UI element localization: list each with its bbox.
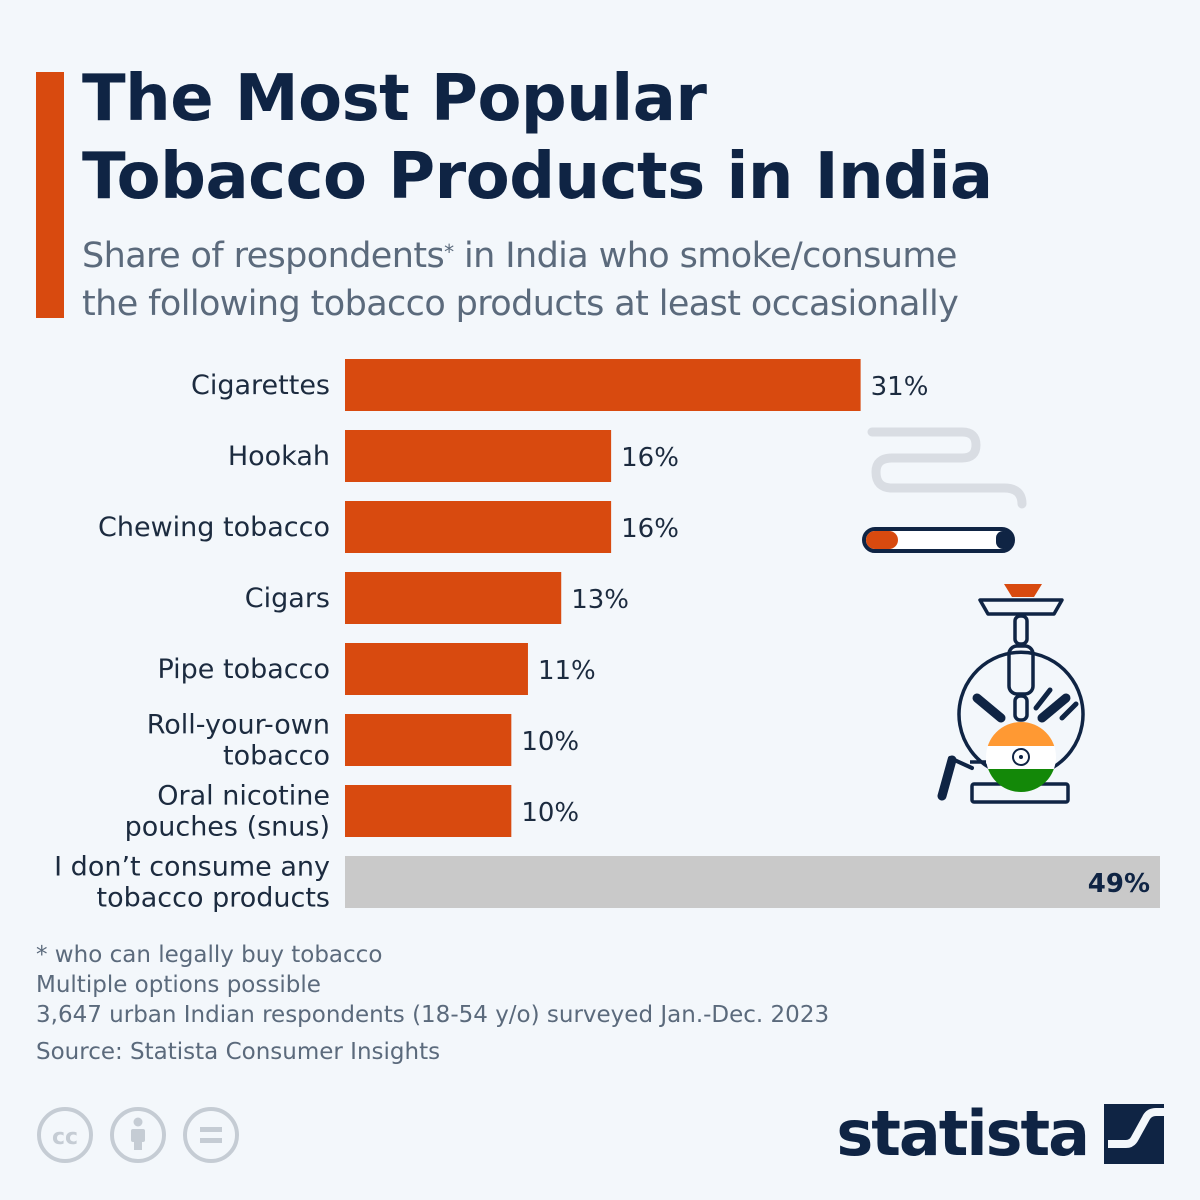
- value-label-3: 13%: [571, 585, 629, 615]
- category-label-5: Roll-your-own tobacco: [147, 710, 330, 772]
- bar-3: [345, 572, 562, 624]
- category-label-2: Chewing tobacco: [98, 512, 330, 543]
- value-label-2: 16%: [621, 514, 679, 544]
- statista-logo[interactable]: statista: [836, 1097, 1090, 1170]
- value-label-4: 11%: [538, 656, 596, 686]
- subtitle-line-2: the following tobacco products at least …: [82, 284, 959, 324]
- cc-icon[interactable]: cc: [37, 1107, 93, 1163]
- category-label-3: Cigars: [245, 583, 330, 614]
- bar-4: [345, 643, 528, 695]
- title-line-1: The Most Popular: [82, 62, 707, 136]
- bar-7: [345, 856, 1160, 908]
- category-label-4: Pipe tobacco: [157, 654, 330, 685]
- category-label-6: Oral nicotine pouches (snus): [125, 781, 330, 843]
- category-label-1: Hookah: [228, 441, 330, 472]
- bar-1: [345, 430, 612, 482]
- license-icons: cc: [37, 1107, 239, 1163]
- bar-5: [345, 714, 512, 766]
- title-line-2: Tobacco Products in India: [82, 140, 993, 214]
- svg-text:cc: cc: [52, 1125, 78, 1150]
- subtitle-part-2: in India who smoke/consume: [453, 236, 957, 276]
- bar-6: [345, 785, 512, 837]
- value-label-5: 10%: [521, 727, 579, 757]
- bar-2: [345, 501, 612, 553]
- hookah-illustration-icon: [937, 584, 1085, 804]
- chart-subtitle: Share of respondents* in India who smoke…: [82, 232, 1172, 328]
- category-label-0: Cigarettes: [191, 370, 330, 401]
- title-accent-bar: [36, 72, 64, 318]
- bar-0: [345, 359, 861, 411]
- bars-group: 31% Cigarettes 16% Hookah 16% Chewing tobacco…: [54, 359, 1160, 914]
- cigarette-illustration-icon: [862, 427, 1027, 553]
- attribution-icon[interactable]: [110, 1107, 166, 1163]
- note-respondents: 3,647 urban Indian respondents (18-54 y/…: [36, 1002, 830, 1028]
- chart-notes: * who can legally buy tobacco Multiple o…: [36, 940, 829, 1030]
- note-multiple: Multiple options possible: [36, 972, 321, 998]
- category-label-7: I don’t consume any tobacco products: [54, 852, 330, 914]
- source-note: Source: Statista Consumer Insights: [36, 1039, 441, 1065]
- no-derivatives-icon[interactable]: [183, 1107, 239, 1163]
- value-label-7: 49%: [1088, 869, 1150, 899]
- chart-title: The Most Popular Tobacco Products in Ind…: [82, 60, 1162, 216]
- value-label-0: 31%: [871, 372, 929, 402]
- note-legal: * who can legally buy tobacco: [36, 942, 383, 968]
- subtitle-part-1: Share of respondents: [82, 236, 445, 276]
- value-label-1: 16%: [621, 443, 679, 473]
- subtitle-asterisk: *: [444, 240, 454, 264]
- value-label-6: 10%: [521, 798, 579, 828]
- statista-logo-mark-icon: [1104, 1104, 1164, 1164]
